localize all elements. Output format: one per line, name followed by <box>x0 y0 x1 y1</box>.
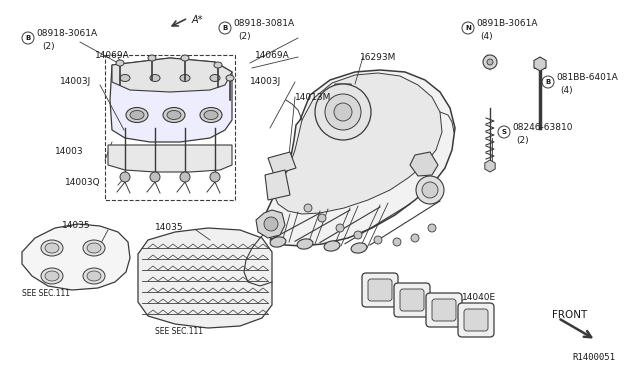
Ellipse shape <box>45 243 59 253</box>
Text: FRONT: FRONT <box>552 310 588 320</box>
Ellipse shape <box>210 74 220 81</box>
FancyBboxPatch shape <box>400 289 424 311</box>
Polygon shape <box>410 152 438 176</box>
Ellipse shape <box>41 240 63 256</box>
Ellipse shape <box>126 108 148 122</box>
FancyBboxPatch shape <box>362 273 398 307</box>
Text: 08918-3061A: 08918-3061A <box>36 29 97 38</box>
Polygon shape <box>22 224 130 290</box>
Text: (2): (2) <box>516 135 529 144</box>
Text: (4): (4) <box>560 86 573 94</box>
FancyBboxPatch shape <box>368 279 392 301</box>
Circle shape <box>120 172 130 182</box>
Text: 14013M: 14013M <box>295 93 332 102</box>
Ellipse shape <box>226 75 234 81</box>
Circle shape <box>304 204 312 212</box>
Circle shape <box>487 59 493 65</box>
Circle shape <box>150 172 160 182</box>
Circle shape <box>334 103 352 121</box>
Circle shape <box>428 224 436 232</box>
Circle shape <box>416 176 444 204</box>
Polygon shape <box>265 170 290 200</box>
Ellipse shape <box>214 62 222 68</box>
Ellipse shape <box>181 55 189 61</box>
Polygon shape <box>110 58 232 142</box>
Text: 16293M: 16293M <box>360 54 396 62</box>
Text: 14040E: 14040E <box>462 294 496 302</box>
Circle shape <box>318 214 326 222</box>
Circle shape <box>336 224 344 232</box>
Circle shape <box>210 172 220 182</box>
Ellipse shape <box>45 271 59 281</box>
Polygon shape <box>138 228 272 328</box>
Circle shape <box>354 231 362 239</box>
Ellipse shape <box>116 60 124 66</box>
Polygon shape <box>268 152 296 175</box>
Ellipse shape <box>120 74 130 81</box>
Text: N: N <box>465 25 471 31</box>
FancyBboxPatch shape <box>394 283 430 317</box>
Text: A*: A* <box>192 15 204 25</box>
Text: SEE SEC.111: SEE SEC.111 <box>155 327 203 337</box>
Text: 14003J: 14003J <box>60 77 92 87</box>
Text: 08918-3081A: 08918-3081A <box>233 19 294 29</box>
Text: (2): (2) <box>238 32 251 41</box>
Ellipse shape <box>163 108 185 122</box>
Polygon shape <box>274 73 442 214</box>
Text: S: S <box>502 129 506 135</box>
Ellipse shape <box>150 74 160 81</box>
Text: B: B <box>545 79 550 85</box>
Text: SEE SEC.111: SEE SEC.111 <box>22 289 70 298</box>
FancyBboxPatch shape <box>432 299 456 321</box>
Ellipse shape <box>130 110 144 119</box>
Ellipse shape <box>83 240 105 256</box>
Text: B: B <box>26 35 31 41</box>
Polygon shape <box>256 210 285 238</box>
Polygon shape <box>108 145 232 172</box>
Text: R1400051: R1400051 <box>572 353 615 362</box>
Ellipse shape <box>351 243 367 253</box>
Text: 14003: 14003 <box>55 148 84 157</box>
Ellipse shape <box>204 110 218 119</box>
Text: (2): (2) <box>42 42 54 51</box>
Text: B: B <box>222 25 228 31</box>
Circle shape <box>422 182 438 198</box>
Text: 14069A: 14069A <box>255 51 290 60</box>
Ellipse shape <box>200 108 222 122</box>
Text: 14069A: 14069A <box>95 51 130 60</box>
Text: 08246-63810: 08246-63810 <box>512 124 573 132</box>
FancyBboxPatch shape <box>426 293 462 327</box>
Text: 14035: 14035 <box>155 224 184 232</box>
Circle shape <box>411 234 419 242</box>
Text: 0891B-3061A: 0891B-3061A <box>476 19 538 29</box>
Circle shape <box>315 84 371 140</box>
Ellipse shape <box>297 239 313 249</box>
Circle shape <box>483 55 497 69</box>
Polygon shape <box>265 70 455 246</box>
Ellipse shape <box>270 237 286 247</box>
Ellipse shape <box>180 74 190 81</box>
Circle shape <box>325 94 361 130</box>
FancyBboxPatch shape <box>458 303 494 337</box>
Ellipse shape <box>87 243 101 253</box>
Circle shape <box>393 238 401 246</box>
Text: (4): (4) <box>480 32 493 41</box>
Text: 081BB-6401A: 081BB-6401A <box>556 74 618 83</box>
Polygon shape <box>333 84 353 96</box>
Circle shape <box>264 217 278 231</box>
Polygon shape <box>112 58 232 92</box>
Ellipse shape <box>83 268 105 284</box>
FancyBboxPatch shape <box>464 309 488 331</box>
Circle shape <box>180 172 190 182</box>
Text: 14003J: 14003J <box>250 77 281 87</box>
Text: 14035: 14035 <box>62 221 91 231</box>
Circle shape <box>374 236 382 244</box>
Ellipse shape <box>324 241 340 251</box>
Text: 14003Q: 14003Q <box>65 179 100 187</box>
Ellipse shape <box>148 55 156 61</box>
Ellipse shape <box>167 110 181 119</box>
Ellipse shape <box>87 271 101 281</box>
Ellipse shape <box>41 268 63 284</box>
